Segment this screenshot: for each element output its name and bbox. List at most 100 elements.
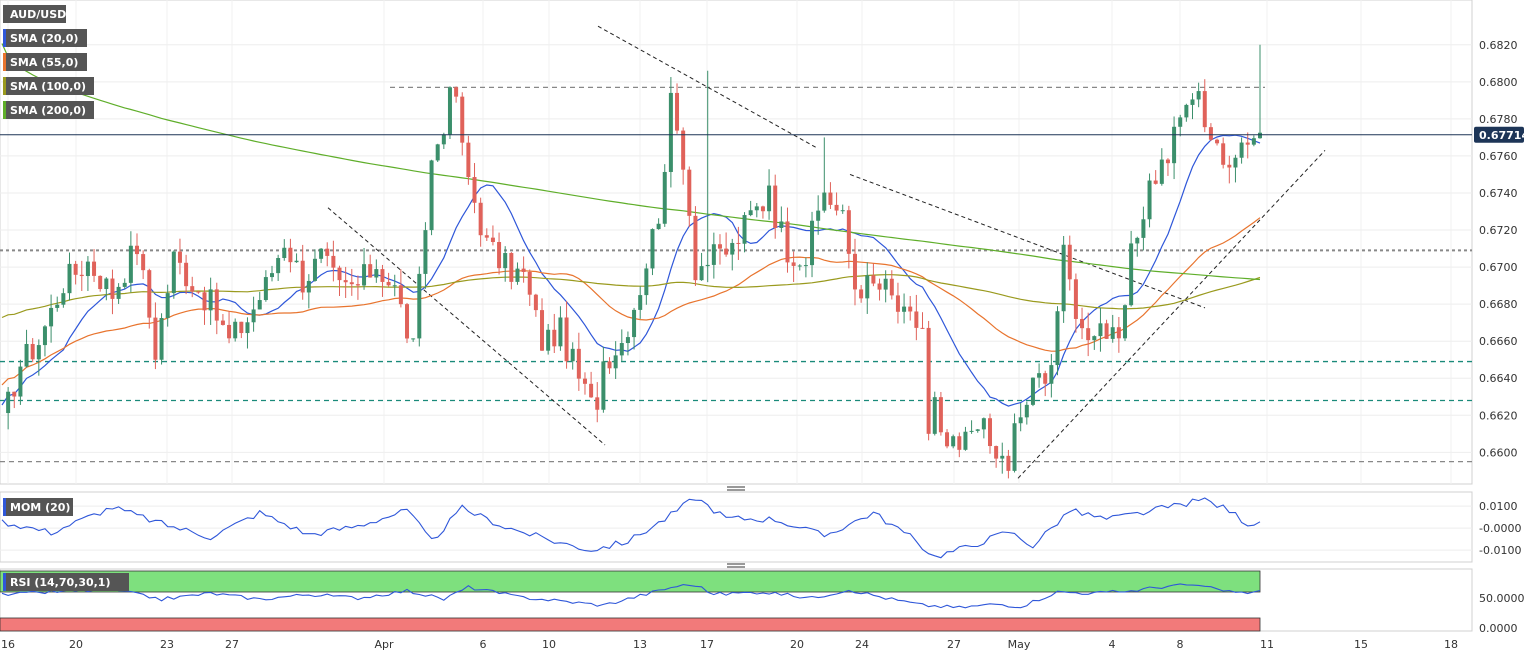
candle-body <box>1233 157 1238 168</box>
candle-body <box>472 177 477 203</box>
candle-body <box>546 329 551 351</box>
candle-body <box>822 192 827 211</box>
panel-divider-1[interactable] <box>727 486 745 491</box>
candle-body <box>122 282 127 287</box>
candle-body <box>926 327 931 434</box>
candle-body <box>981 418 986 430</box>
main-trendlines <box>327 25 1326 479</box>
candle-body <box>447 87 452 135</box>
rsi-overbought-zone <box>0 570 1261 593</box>
candle-body <box>319 248 324 259</box>
y-tick-label: 0.0000 <box>1479 622 1518 635</box>
legend-label: SMA (55,0) <box>10 56 78 69</box>
candle-body <box>405 304 410 339</box>
candle-body <box>1061 244 1066 312</box>
candle-body <box>1184 104 1189 118</box>
main-current-price: 0.67714 <box>0 126 1529 143</box>
candle-body <box>975 429 980 431</box>
x-tick-label: 8 <box>1177 638 1184 651</box>
candle-body <box>196 291 201 293</box>
candle-body <box>1221 143 1226 165</box>
legend-label: RSI (14,70,30,1) <box>10 576 110 589</box>
candle-body <box>527 271 532 295</box>
candle-body <box>865 275 870 299</box>
candle-body <box>570 348 575 362</box>
y-tick-label: 0.6800 <box>1479 76 1518 89</box>
momentum-grid <box>0 505 1472 551</box>
current-price-label: 0.67714 <box>1479 129 1529 142</box>
candle-body <box>429 160 434 231</box>
candle-body <box>932 397 937 434</box>
candle-body <box>294 260 299 263</box>
y-tick-label: 0.6720 <box>1479 224 1518 237</box>
candle-body <box>42 326 47 346</box>
candle-body <box>724 248 729 255</box>
legend-swatch <box>3 573 6 591</box>
candle-body <box>576 348 581 379</box>
main-panel-frame <box>0 0 1473 485</box>
candle-body <box>1006 455 1011 471</box>
panel-divider-2[interactable] <box>727 563 745 568</box>
candle-body <box>1073 279 1078 319</box>
candle-body <box>190 286 195 292</box>
candle-body <box>540 310 545 351</box>
candle-body <box>1018 417 1023 424</box>
candle-body <box>239 321 244 334</box>
momentum-panel-frame <box>0 491 1473 563</box>
candle-body <box>1165 159 1170 164</box>
candle-body <box>165 293 170 319</box>
candle-body <box>1190 99 1195 105</box>
candle-body <box>601 361 606 410</box>
x-tick-label: 20 <box>790 638 804 651</box>
candle-body <box>957 436 962 450</box>
candle-body <box>1024 404 1029 418</box>
x-axis: 16 20 23 27 Apr 6 10 13 17 20 24 27 May 4 8 11 15 18 <box>1 638 1458 651</box>
candle-body <box>730 242 735 255</box>
candle-body <box>1208 127 1213 140</box>
candle-body <box>55 304 60 308</box>
candle-body <box>828 192 833 205</box>
candle-body <box>251 309 256 323</box>
candle-body <box>760 206 765 212</box>
candle-body <box>791 262 796 266</box>
candle-body <box>595 397 600 410</box>
candle-body <box>1043 373 1048 384</box>
candle-body <box>245 322 250 334</box>
candle-body <box>337 267 342 281</box>
candle-body <box>687 169 692 216</box>
candle-body <box>1037 373 1042 378</box>
legend-label: SMA (20,0) <box>10 32 78 45</box>
candle-body <box>79 274 84 277</box>
trendline <box>849 173 1206 309</box>
candle-body <box>484 235 489 238</box>
candle-body <box>920 327 925 329</box>
candle-body <box>625 337 630 344</box>
candle-body <box>619 343 624 356</box>
current-price-badge <box>1474 126 1524 143</box>
candle-body <box>816 210 821 221</box>
candle-body <box>331 255 336 268</box>
candle-body <box>938 397 943 433</box>
sma-line <box>1 43 1261 281</box>
candle-body <box>699 266 704 281</box>
y-tick-label: 0.6680 <box>1479 298 1518 311</box>
candle-body <box>380 269 385 282</box>
candle-body <box>840 210 845 212</box>
candle-body <box>1159 159 1164 184</box>
momentum-panel: 0.0100 -0.0000 -0.0100 MOM (20) <box>0 491 1521 563</box>
candle-body <box>184 262 189 287</box>
legend-box <box>3 29 87 47</box>
candle-body <box>1239 142 1244 158</box>
x-tick-label: 23 <box>160 638 174 651</box>
candle-body <box>171 251 176 294</box>
x-tick-label: 17 <box>700 638 714 651</box>
candle-body <box>227 324 232 339</box>
candle-body <box>362 264 367 286</box>
legend-swatch <box>3 498 6 516</box>
x-tick-label: 24 <box>855 638 869 651</box>
candle-body <box>12 391 17 397</box>
candle-body <box>417 273 422 339</box>
candle-body <box>67 263 72 294</box>
candle-body <box>810 220 815 266</box>
